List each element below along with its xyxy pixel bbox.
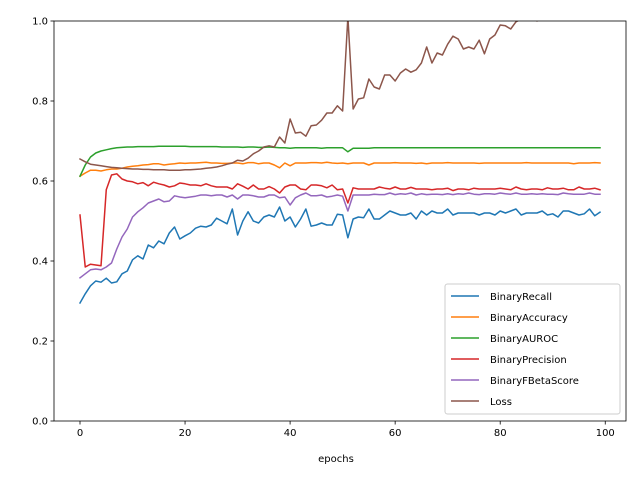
- legend-label-BinaryPrecision: BinaryPrecision: [490, 355, 567, 366]
- y-tick-label: 0.2: [32, 337, 48, 348]
- x-tick-label: 100: [596, 428, 615, 439]
- y-tick-label: 0.0: [32, 417, 48, 428]
- legend-label-Loss: Loss: [490, 397, 512, 408]
- x-tick-label: 40: [284, 428, 297, 439]
- y-tick-label: 0.8: [32, 97, 48, 108]
- y-axis: 0.0 0.2 0.4 0.6 0.8 1.0: [32, 17, 54, 428]
- legend-label-BinaryFBetaScore: BinaryFBetaScore: [490, 376, 579, 387]
- x-axis: 0 20 40 60 80 100: [77, 421, 615, 439]
- x-tick-label: 60: [389, 428, 402, 439]
- legend-label-BinaryAUROC: BinaryAUROC: [490, 334, 558, 345]
- series-line-BinaryAUROC: [79, 145, 601, 178]
- legend-label-BinaryRecall: BinaryRecall: [490, 292, 552, 303]
- series-line-BinaryRecall: [78, 206, 602, 305]
- series-line-BinaryAccuracy: [78, 161, 601, 178]
- y-tick-label: 0.6: [32, 177, 48, 188]
- legend: BinaryRecall BinaryAccuracy BinaryAUROC Bin…: [444, 283, 621, 415]
- x-tick-label: 0: [77, 428, 83, 439]
- y-tick-label: 1.0: [32, 17, 48, 28]
- legend-box: [444, 283, 621, 415]
- legend-label-BinaryAccuracy: BinaryAccuracy: [490, 313, 568, 324]
- x-tick-label: 80: [494, 428, 507, 439]
- series-line-Loss: [78, 21, 539, 171]
- y-tick-label: 0.4: [32, 257, 48, 268]
- series-line-BinaryPrecision: [79, 173, 601, 268]
- series-line-BinaryFBetaScore: [78, 192, 601, 279]
- series-layer: [78, 21, 602, 305]
- plot-frame: [53, 20, 627, 422]
- x-axis-label: epochs: [318, 454, 354, 465]
- x-tick-label: 20: [179, 428, 192, 439]
